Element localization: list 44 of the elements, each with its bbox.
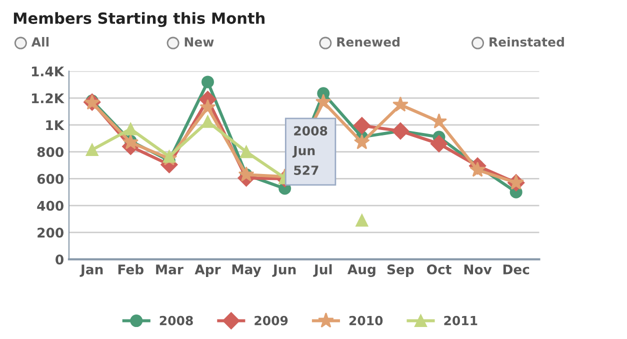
x-tick-label: Apr bbox=[194, 264, 221, 277]
y-tick-label: 600 bbox=[37, 174, 64, 184]
point bbox=[201, 76, 214, 88]
y-tick-label: 400 bbox=[37, 200, 64, 211]
point bbox=[470, 162, 486, 177]
point bbox=[124, 122, 137, 136]
legend-label: 2010 bbox=[349, 316, 383, 326]
legend-label: 2008 bbox=[160, 316, 193, 326]
point bbox=[353, 117, 370, 134]
point bbox=[431, 113, 447, 128]
y-tick-label: 1.4K bbox=[32, 66, 65, 76]
x-tick-label: Feb bbox=[118, 264, 144, 274]
y-tick-label: 1.2K bbox=[32, 93, 65, 104]
point bbox=[200, 99, 216, 114]
y-tick-label: 1K bbox=[46, 120, 65, 130]
y-tick-label: 0 bbox=[56, 254, 64, 265]
x-tick-label: May bbox=[232, 264, 262, 277]
x-tick-label: Jul bbox=[313, 264, 332, 277]
annotation: 2008 Jun 527 bbox=[292, 126, 328, 175]
x-tick-label: Nov bbox=[464, 264, 492, 274]
y-tick-label: 800 bbox=[37, 147, 64, 158]
point bbox=[392, 122, 410, 140]
chart-title: Members Starting this Month bbox=[14, 12, 264, 28]
text: Reinstated bbox=[490, 37, 564, 47]
point bbox=[315, 94, 332, 109]
legend-label: 2009 bbox=[254, 316, 288, 326]
y-tick-label: 200 bbox=[38, 228, 64, 238]
x-tick-label: Jun bbox=[272, 264, 296, 277]
point bbox=[86, 144, 98, 156]
x-tick-label: Aug bbox=[347, 264, 376, 277]
legend-label: 2011 bbox=[444, 316, 478, 326]
x-tick-label: Sep bbox=[387, 264, 414, 277]
x-tick-label: Jan bbox=[80, 264, 103, 277]
text: New bbox=[184, 37, 214, 47]
point bbox=[356, 214, 368, 227]
point bbox=[392, 96, 408, 112]
text: All bbox=[31, 37, 49, 46]
x-tick-label: Mar bbox=[156, 264, 184, 274]
text: Renewed bbox=[337, 37, 400, 47]
x-tick-label: Dec bbox=[503, 264, 530, 274]
x-tick-label: Oct bbox=[426, 264, 452, 274]
point bbox=[354, 134, 370, 150]
point bbox=[430, 135, 448, 152]
point bbox=[240, 146, 253, 158]
